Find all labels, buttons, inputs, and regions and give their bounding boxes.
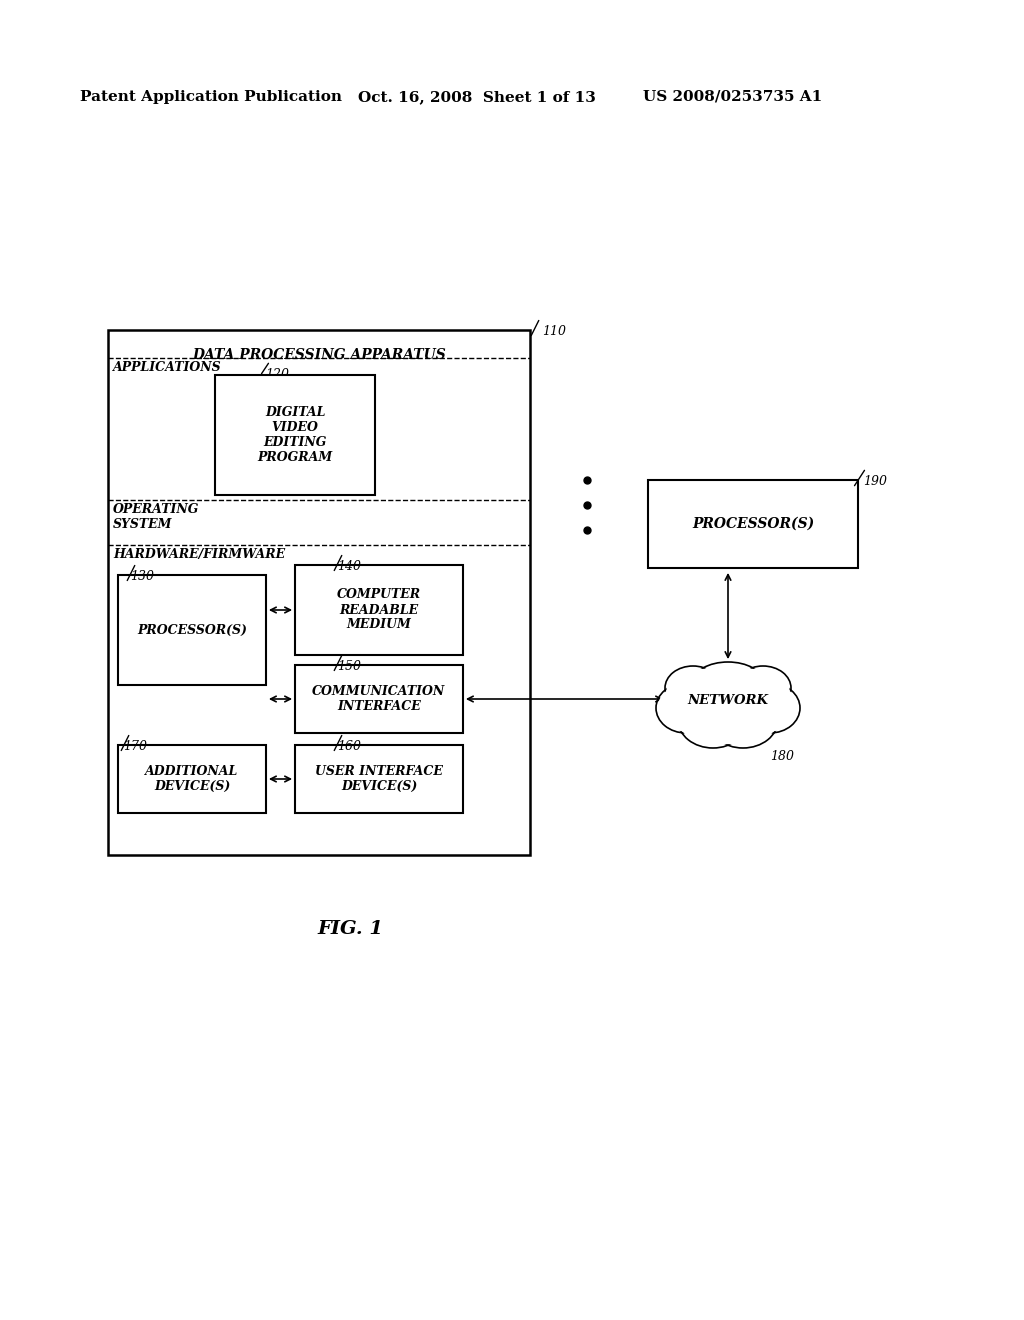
Text: 170: 170 bbox=[123, 741, 147, 752]
Text: 140: 140 bbox=[337, 560, 361, 573]
Text: US 2008/0253735 A1: US 2008/0253735 A1 bbox=[643, 90, 822, 104]
Ellipse shape bbox=[708, 692, 778, 748]
Text: 130: 130 bbox=[130, 570, 154, 583]
Text: FIG. 1: FIG. 1 bbox=[317, 920, 383, 939]
Bar bbox=[295, 744, 463, 813]
Text: 180: 180 bbox=[770, 750, 794, 763]
Text: 110: 110 bbox=[542, 325, 566, 338]
Ellipse shape bbox=[665, 667, 721, 710]
Ellipse shape bbox=[656, 682, 716, 733]
Bar bbox=[295, 665, 463, 733]
Text: Oct. 16, 2008  Sheet 1 of 13: Oct. 16, 2008 Sheet 1 of 13 bbox=[358, 90, 596, 104]
Text: ADDITIONAL
DEVICE(S): ADDITIONAL DEVICE(S) bbox=[145, 766, 239, 793]
Ellipse shape bbox=[740, 682, 800, 733]
Text: Patent Application Publication: Patent Application Publication bbox=[80, 90, 342, 104]
Text: COMPUTER
READABLE
MEDIUM: COMPUTER READABLE MEDIUM bbox=[337, 589, 421, 631]
Ellipse shape bbox=[693, 663, 763, 702]
Text: PROCESSOR(S): PROCESSOR(S) bbox=[137, 623, 247, 636]
Ellipse shape bbox=[694, 664, 762, 701]
Text: APPLICATIONS: APPLICATIONS bbox=[113, 360, 221, 374]
Ellipse shape bbox=[735, 667, 791, 710]
Ellipse shape bbox=[710, 693, 776, 747]
Ellipse shape bbox=[657, 685, 715, 731]
Text: COMMUNICATION
INTERFACE: COMMUNICATION INTERFACE bbox=[312, 685, 445, 713]
Text: DATA PROCESSING APPARATUS: DATA PROCESSING APPARATUS bbox=[193, 348, 445, 362]
Text: 120: 120 bbox=[265, 368, 289, 381]
Bar bbox=[118, 576, 266, 685]
Ellipse shape bbox=[678, 692, 748, 748]
Text: OPERATING
SYSTEM: OPERATING SYSTEM bbox=[113, 503, 200, 531]
Ellipse shape bbox=[741, 685, 799, 731]
Text: 150: 150 bbox=[337, 660, 361, 673]
Bar bbox=[108, 330, 530, 855]
Text: DIGITAL
VIDEO
EDITING
PROGRAM: DIGITAL VIDEO EDITING PROGRAM bbox=[257, 407, 333, 465]
Ellipse shape bbox=[667, 668, 720, 709]
Text: NETWORK: NETWORK bbox=[687, 693, 768, 706]
Text: HARDWARE/FIRMWARE: HARDWARE/FIRMWARE bbox=[113, 548, 285, 561]
Text: 190: 190 bbox=[863, 475, 887, 488]
Bar bbox=[118, 744, 266, 813]
Bar bbox=[295, 565, 463, 655]
Text: PROCESSOR(S): PROCESSOR(S) bbox=[692, 517, 814, 531]
Bar bbox=[215, 375, 375, 495]
Ellipse shape bbox=[736, 668, 790, 709]
Text: 160: 160 bbox=[337, 741, 361, 752]
Text: USER INTERFACE
DEVICE(S): USER INTERFACE DEVICE(S) bbox=[315, 766, 443, 793]
Ellipse shape bbox=[680, 693, 746, 747]
Bar bbox=[648, 480, 858, 568]
